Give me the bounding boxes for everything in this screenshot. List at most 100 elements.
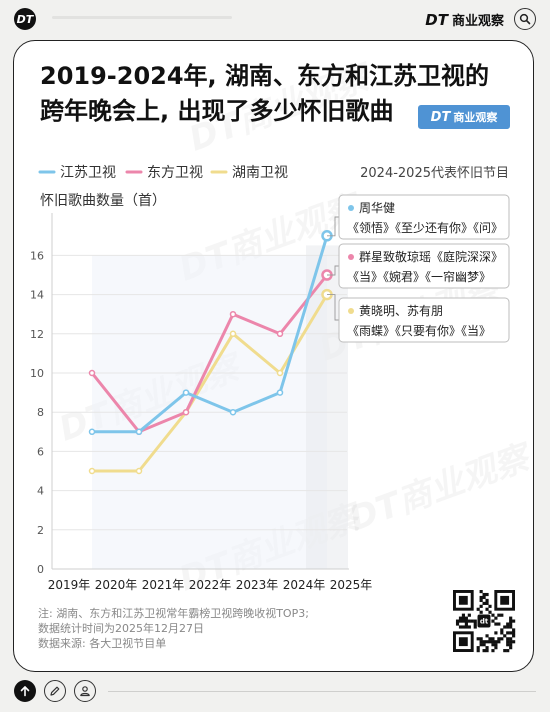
annotation-box [338, 194, 510, 240]
qr-module [506, 649, 510, 653]
qr-module [464, 616, 468, 620]
qr-finder [458, 637, 468, 647]
qr-module [485, 601, 489, 605]
profile-button[interactable] [74, 680, 96, 702]
annotation-box [338, 297, 510, 343]
qr-module [482, 601, 486, 605]
qr-module [479, 590, 483, 594]
qr-module [479, 610, 483, 614]
qr-module [509, 616, 513, 620]
y-tick-label: 16 [30, 249, 44, 262]
annotation-connector [327, 265, 339, 276]
brand-mark: DT [425, 10, 448, 29]
data-point [229, 330, 237, 338]
data-point [229, 408, 237, 416]
qr-module [458, 625, 463, 629]
data-point [182, 389, 190, 396]
x-tick-label: 2019年 [48, 578, 91, 592]
data-point [135, 428, 143, 436]
x-tick-label: 2022年 [189, 578, 232, 592]
annotation-connector [327, 216, 339, 237]
y-tick-label: 12 [30, 328, 44, 341]
pen-icon [50, 686, 60, 696]
qr-module [500, 637, 504, 641]
qr-module [512, 631, 516, 635]
footnote-line: 数据来源: 各大卫视节目单 [38, 636, 166, 650]
y-tick-label: 14 [30, 289, 44, 302]
top-track-line [52, 16, 232, 19]
qr-module [503, 634, 507, 638]
annotation-dot [348, 254, 354, 260]
annotation-panel-title: 2024-2025代表怀旧节目 [360, 166, 509, 181]
qr-module [488, 610, 492, 614]
y-tick-label: 0 [37, 563, 44, 576]
series-line [90, 293, 329, 473]
footnote-line: 数据统计时间为2025年12月27日 [38, 621, 204, 635]
qr-module [512, 634, 516, 638]
annotation-line-1: 群星致敬琼瑶《庭院深深》 [359, 249, 503, 264]
data-point [88, 428, 96, 436]
qr-module [473, 619, 477, 623]
qr-module [482, 649, 486, 653]
qr-module [479, 604, 483, 608]
bottom-divider [108, 691, 536, 692]
x-tick-label: 2024年 [283, 578, 326, 592]
qr-module [503, 625, 507, 629]
qr-module [455, 619, 460, 623]
edit-button[interactable] [44, 680, 66, 702]
qr-module [464, 619, 468, 623]
badge-mark: DT [430, 109, 451, 125]
series-line [90, 234, 329, 434]
qr-module [497, 622, 501, 626]
badge-text: 商业观察 [453, 111, 498, 124]
qr-module [476, 649, 480, 653]
data-point [88, 369, 96, 377]
qr-module [491, 640, 495, 644]
qr-module [485, 649, 489, 653]
annotation-line-2: 《雨蝶》《只要有你》《当》 [347, 323, 491, 338]
x-tick-label: 2023年 [236, 578, 279, 592]
annotation-box [338, 243, 510, 289]
y-tick-label: 6 [37, 445, 44, 458]
qr-module [491, 619, 495, 623]
qr-module [506, 631, 510, 635]
qr-code: dt [453, 590, 516, 653]
search-button[interactable] [514, 8, 536, 30]
annotation-line-1: 黄晓明、苏有朋 [359, 304, 443, 318]
qr-module [491, 637, 495, 641]
user-icon [80, 686, 90, 697]
top-bar: DT DT 商业观察 [0, 0, 550, 40]
qr-module [485, 646, 489, 650]
qr-module [485, 607, 489, 611]
qr-module [482, 640, 486, 644]
y-tick-label: 4 [37, 485, 44, 498]
x-tick-label: 2021年 [142, 578, 185, 592]
qr-module [494, 616, 498, 620]
qr-module [458, 616, 463, 620]
qr-module [500, 631, 504, 635]
qr-module [458, 619, 463, 623]
legend-label: 江苏卫视 [60, 165, 116, 181]
chart-title: 2019-2024年, 湖南、东方和江苏卫视的 跨年晚会上, 出现了多少怀旧歌曲 [40, 59, 520, 129]
qr-module [476, 637, 480, 641]
qr-module [470, 619, 474, 623]
qr-module [491, 649, 495, 653]
qr-module [488, 604, 492, 608]
qr-module [497, 637, 501, 641]
qr-module [473, 625, 477, 629]
qr-module [476, 607, 480, 611]
y-tick-label: 2 [37, 524, 44, 537]
data-point [276, 330, 284, 338]
data-point [276, 369, 284, 377]
dt-logo-small: DT [14, 8, 36, 30]
scroll-top-button[interactable] [14, 680, 36, 702]
qr-module [479, 598, 483, 603]
qr-module [509, 637, 513, 641]
bottom-bar [0, 672, 550, 712]
qr-module [482, 592, 486, 597]
qr-module [506, 643, 510, 647]
qr-module [464, 622, 468, 626]
arrow-up-icon [20, 686, 30, 697]
qr-center-label: dt [480, 617, 489, 625]
qr-module [479, 595, 483, 600]
